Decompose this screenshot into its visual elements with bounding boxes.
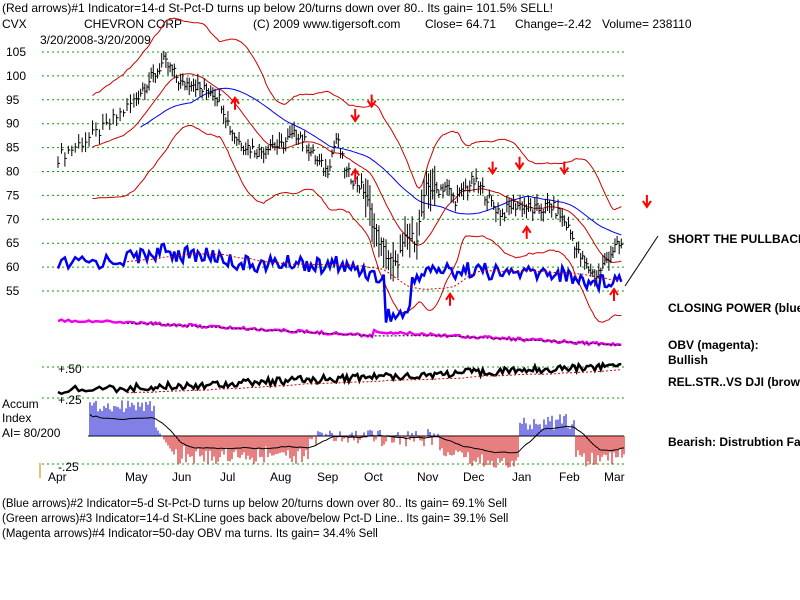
grid-lines: [42, 51, 624, 292]
short-pullback-label: SHORT THE PULLBACK: [668, 232, 800, 246]
y-tick-label: 55: [6, 284, 20, 298]
y-tick-label: 75: [6, 188, 20, 202]
price-bars: [57, 50, 624, 287]
x-tick-label: Jan: [512, 470, 531, 484]
footer-green-arrows: (Green arrows)#3 Indicator=14-d St-KLine…: [2, 513, 509, 525]
header-line1: (Red arrows)#1 Indicator=14-d St-Pct-D t…: [2, 1, 553, 15]
footer-magenta-arrows: (Magenta arrows)#4 Indicator=50-day OBV …: [2, 528, 378, 540]
y-tick-label: 60: [6, 260, 20, 274]
x-tick-label: Oct: [364, 470, 383, 484]
x-axis: Apr May Jun Jul Aug Sep Oct Nov Dec Jan Feb Mar: [48, 470, 625, 484]
volume-value: Volume= 238110: [602, 17, 692, 31]
accum-plus25-label: +.25: [58, 393, 82, 407]
change-value: Change=-2.42: [515, 17, 592, 31]
y-tick-label: 100: [6, 69, 26, 83]
x-tick-label: Jul: [220, 470, 235, 484]
rs-plus50-label: +.50: [58, 362, 82, 376]
date-range: 3/20/2008-3/20/2009: [40, 33, 151, 47]
y-tick-label: 85: [6, 141, 20, 155]
sell-arrow: [642, 194, 652, 209]
relative-strength-line: [57, 360, 622, 396]
company-name: CHEVRON CORP: [84, 17, 182, 31]
y-tick-label: 70: [6, 212, 20, 226]
obv-title-label: OBV (magenta):: [668, 338, 759, 352]
closing-power-ma: [126, 252, 622, 290]
symbol-label: CVX: [2, 17, 27, 31]
signal-arrows: [230, 94, 652, 306]
y-tick-label: 95: [6, 93, 20, 107]
x-tick-label: Jun: [172, 470, 191, 484]
y-tick-label: 105: [6, 45, 26, 59]
buy-arrow: [521, 225, 532, 239]
accum-subtitle: Index: [2, 411, 31, 425]
buy-arrow: [350, 167, 361, 182]
accum-ma-line: [89, 413, 624, 454]
x-tick-label: Feb: [559, 470, 580, 484]
footer-blue-arrows: (Blue arrows)#2 Indicator=5-d St-Pct-D t…: [2, 498, 507, 510]
x-tick-label: Apr: [48, 470, 67, 484]
accum-minus25-label: -.25: [58, 460, 79, 474]
y-tick-label: 90: [6, 117, 20, 131]
x-tick-label: Nov: [417, 470, 438, 484]
lower-band: [92, 124, 622, 323]
x-tick-label: Dec: [463, 470, 484, 484]
red-ma-line: [92, 73, 622, 264]
y-tick-label: 80: [6, 165, 20, 179]
bearish-label: Bearish: Distrubtion Falling: [668, 435, 800, 449]
buy-arrow: [230, 95, 240, 110]
sell-arrow: [559, 161, 570, 176]
copyright-label: (C) 2009 www.tigersoft.com: [253, 17, 400, 31]
relstr-label: REL.STR..VS DJI (brown): [668, 375, 800, 389]
bollinger-bands: [92, 17, 622, 323]
y-axis: 105 100 95 90 85 80 75 70 65 60 55: [6, 45, 26, 298]
accum-index-bars: [89, 400, 625, 468]
pullback-pointer: [624, 235, 659, 287]
x-tick-label: Aug: [270, 470, 291, 484]
obv-line: [57, 318, 622, 347]
obv-status-label: Bullish: [668, 353, 708, 367]
x-tick-label: May: [125, 470, 148, 484]
sell-arrow: [366, 94, 377, 109]
closing-power-line: [56, 242, 623, 323]
close-value: Close= 64.71: [425, 17, 496, 31]
accum-ai-value: AI= 80/200: [2, 426, 61, 440]
buy-arrow: [445, 291, 455, 306]
obv-ma: [126, 322, 622, 346]
sell-arrow: [487, 161, 498, 176]
closing-power-label: CLOSING POWER (blue): [668, 301, 800, 315]
upper-band: [92, 17, 622, 211]
buy-arrow: [609, 287, 619, 301]
moving-average-line: [140, 87, 622, 236]
sell-arrow: [514, 156, 525, 171]
accum-title: Accum: [2, 397, 39, 411]
sell-arrow: [350, 108, 361, 123]
x-tick-label: Mar: [604, 470, 625, 484]
relative-strength-ma: [126, 369, 622, 394]
x-tick-label: Sep: [317, 470, 339, 484]
y-tick-label: 65: [6, 236, 20, 250]
